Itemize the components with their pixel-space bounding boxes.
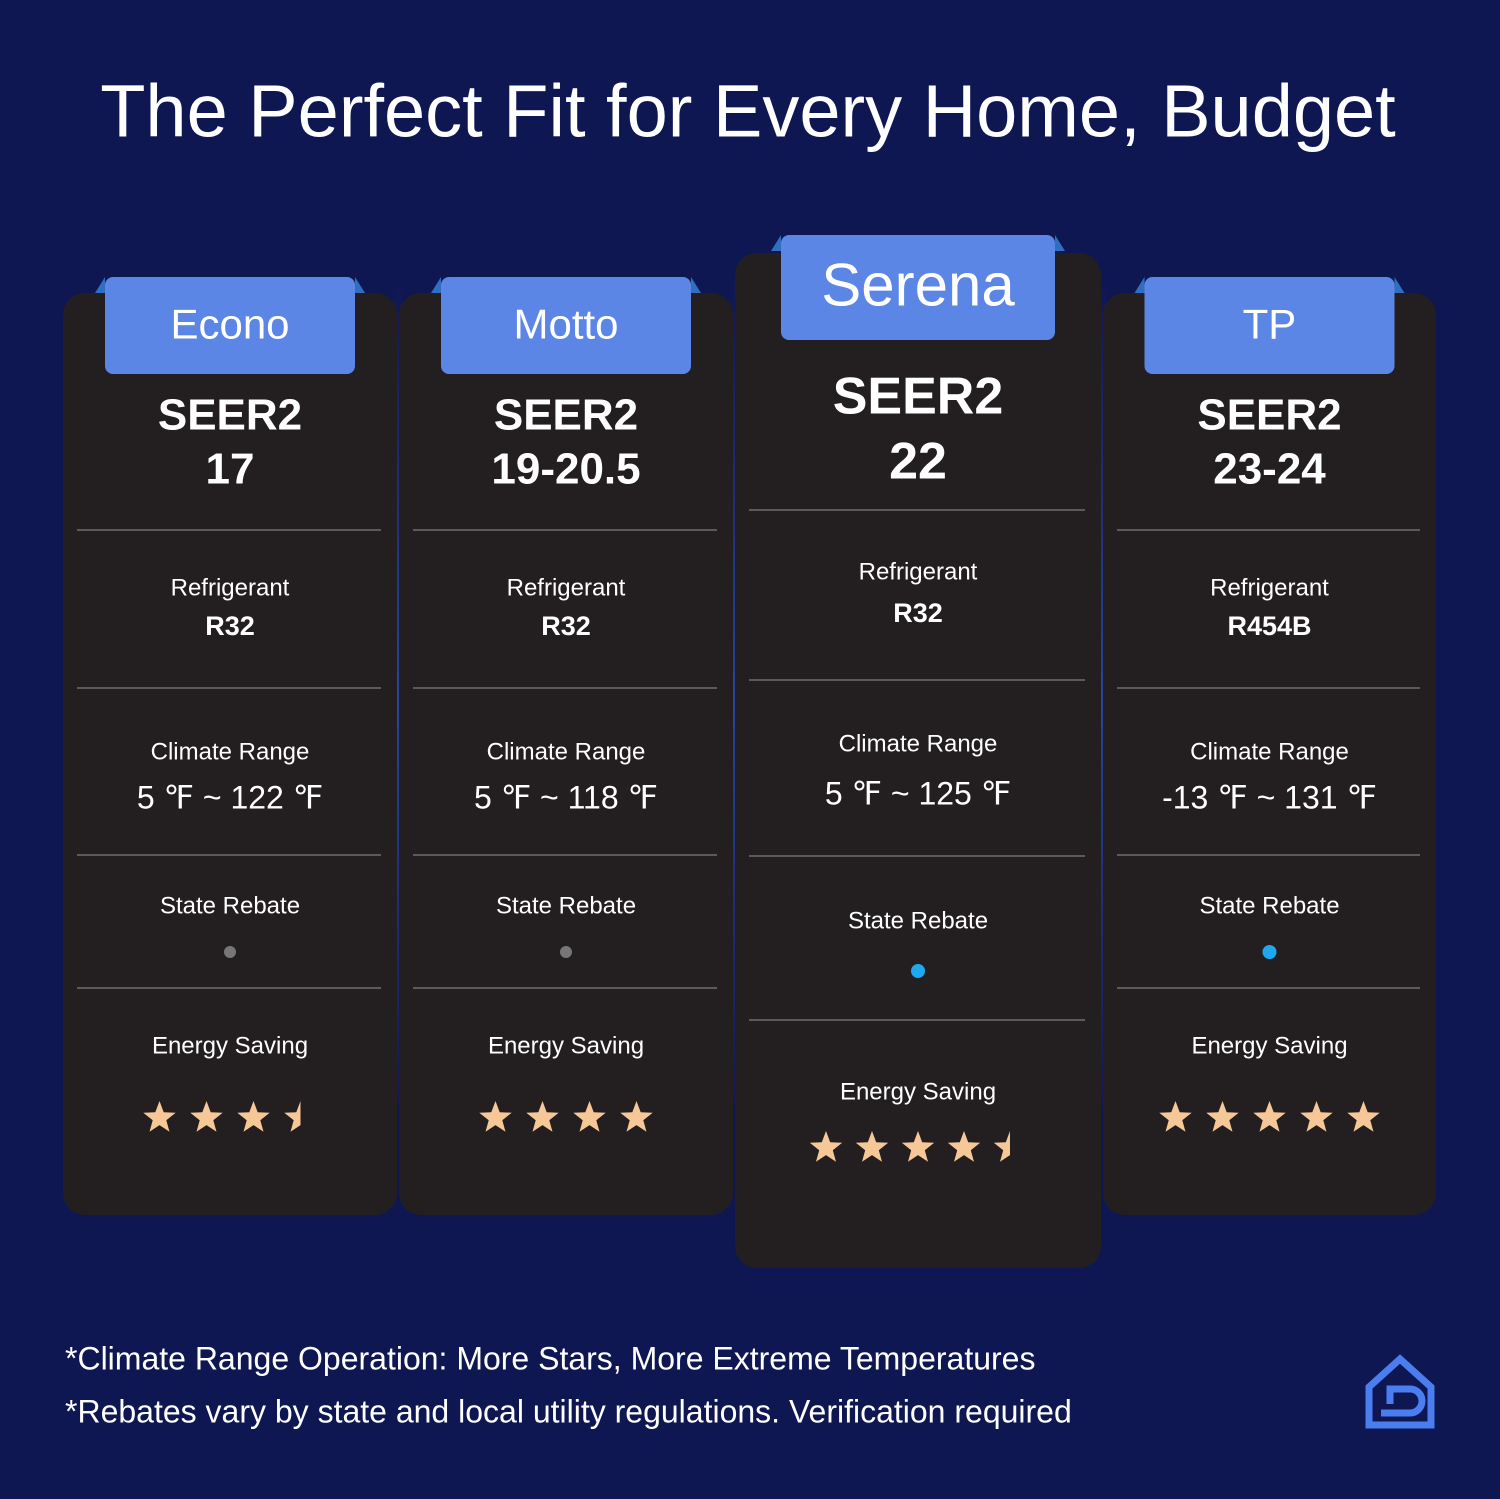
tab (781, 235, 1055, 340)
tab (441, 277, 691, 374)
product-name: TP (1243, 301, 1297, 348)
row-label: State Rebate (160, 892, 300, 919)
rebate-dot (560, 946, 572, 958)
row-label: State Rebate (496, 892, 636, 919)
star (573, 1101, 606, 1132)
row-label: Energy Saving (488, 1032, 644, 1059)
card (63, 293, 397, 1215)
title: The Perfect Fit for Every Home, Budget (100, 70, 1396, 153)
card (1103, 293, 1436, 1215)
seer-label: SEER2 (494, 391, 638, 440)
star (1347, 1101, 1380, 1132)
row-label: State Rebate (848, 907, 988, 934)
row-label: Refrigerant (171, 574, 290, 601)
star (526, 1101, 559, 1132)
seer-label: SEER2 (1197, 391, 1341, 440)
seer-label: SEER2 (158, 391, 302, 440)
row-label: Energy Saving (1191, 1032, 1347, 1059)
climate-range: 5 ℉ ~ 125 ℉ (825, 775, 1011, 811)
star (1206, 1101, 1239, 1132)
star (855, 1131, 889, 1162)
row-label: Refrigerant (507, 574, 626, 601)
footnote: *Climate Range Operation: More Stars, Mo… (65, 1340, 1035, 1376)
climate-range: 5 ℉ ~ 122 ℉ (137, 779, 323, 815)
row-label: Climate Range (151, 738, 310, 765)
seer-value: 23-24 (1213, 445, 1326, 494)
logo (1365, 1354, 1435, 1429)
product-name: Econo (170, 301, 289, 348)
star (993, 1131, 1010, 1162)
star (143, 1101, 176, 1132)
card (735, 253, 1101, 1268)
refrigerant: R32 (205, 611, 255, 641)
star (620, 1101, 653, 1132)
refrigerant: R454B (1227, 611, 1311, 641)
footnote: *Rebates vary by state and local utility… (65, 1393, 1072, 1429)
row-label: Climate Range (839, 730, 998, 757)
rebate-dot (911, 964, 925, 978)
rebate-dot (224, 946, 236, 958)
seer-label: SEER2 (833, 368, 1004, 426)
refrigerant: R32 (893, 598, 943, 628)
star (901, 1131, 935, 1162)
tab (1144, 277, 1395, 374)
star (947, 1131, 981, 1162)
star (190, 1101, 223, 1132)
row-label: Climate Range (487, 738, 646, 765)
card (399, 293, 733, 1215)
star (284, 1101, 301, 1132)
rebate-dot (1262, 945, 1277, 959)
row-label: State Rebate (1199, 892, 1339, 919)
row-label: Energy Saving (840, 1078, 996, 1105)
tab (105, 277, 355, 374)
star (809, 1131, 843, 1162)
climate-range: -13 ℉ ~ 131 ℉ (1162, 779, 1377, 815)
star (479, 1101, 512, 1132)
seer-value: 19-20.5 (491, 445, 640, 494)
seer-value: 22 (889, 433, 947, 491)
refrigerant: R32 (541, 611, 591, 641)
row-label: Climate Range (1190, 738, 1349, 765)
star (1300, 1101, 1333, 1132)
star (1159, 1101, 1192, 1132)
product-name: Serena (821, 251, 1015, 318)
climate-range: 5 ℉ ~ 118 ℉ (474, 779, 658, 815)
seer-value: 17 (206, 445, 255, 494)
star (1253, 1101, 1286, 1132)
row-label: Refrigerant (859, 558, 978, 585)
star (237, 1101, 270, 1132)
product-name: Motto (513, 301, 618, 348)
row-label: Refrigerant (1210, 574, 1329, 601)
row-label: Energy Saving (152, 1032, 308, 1059)
